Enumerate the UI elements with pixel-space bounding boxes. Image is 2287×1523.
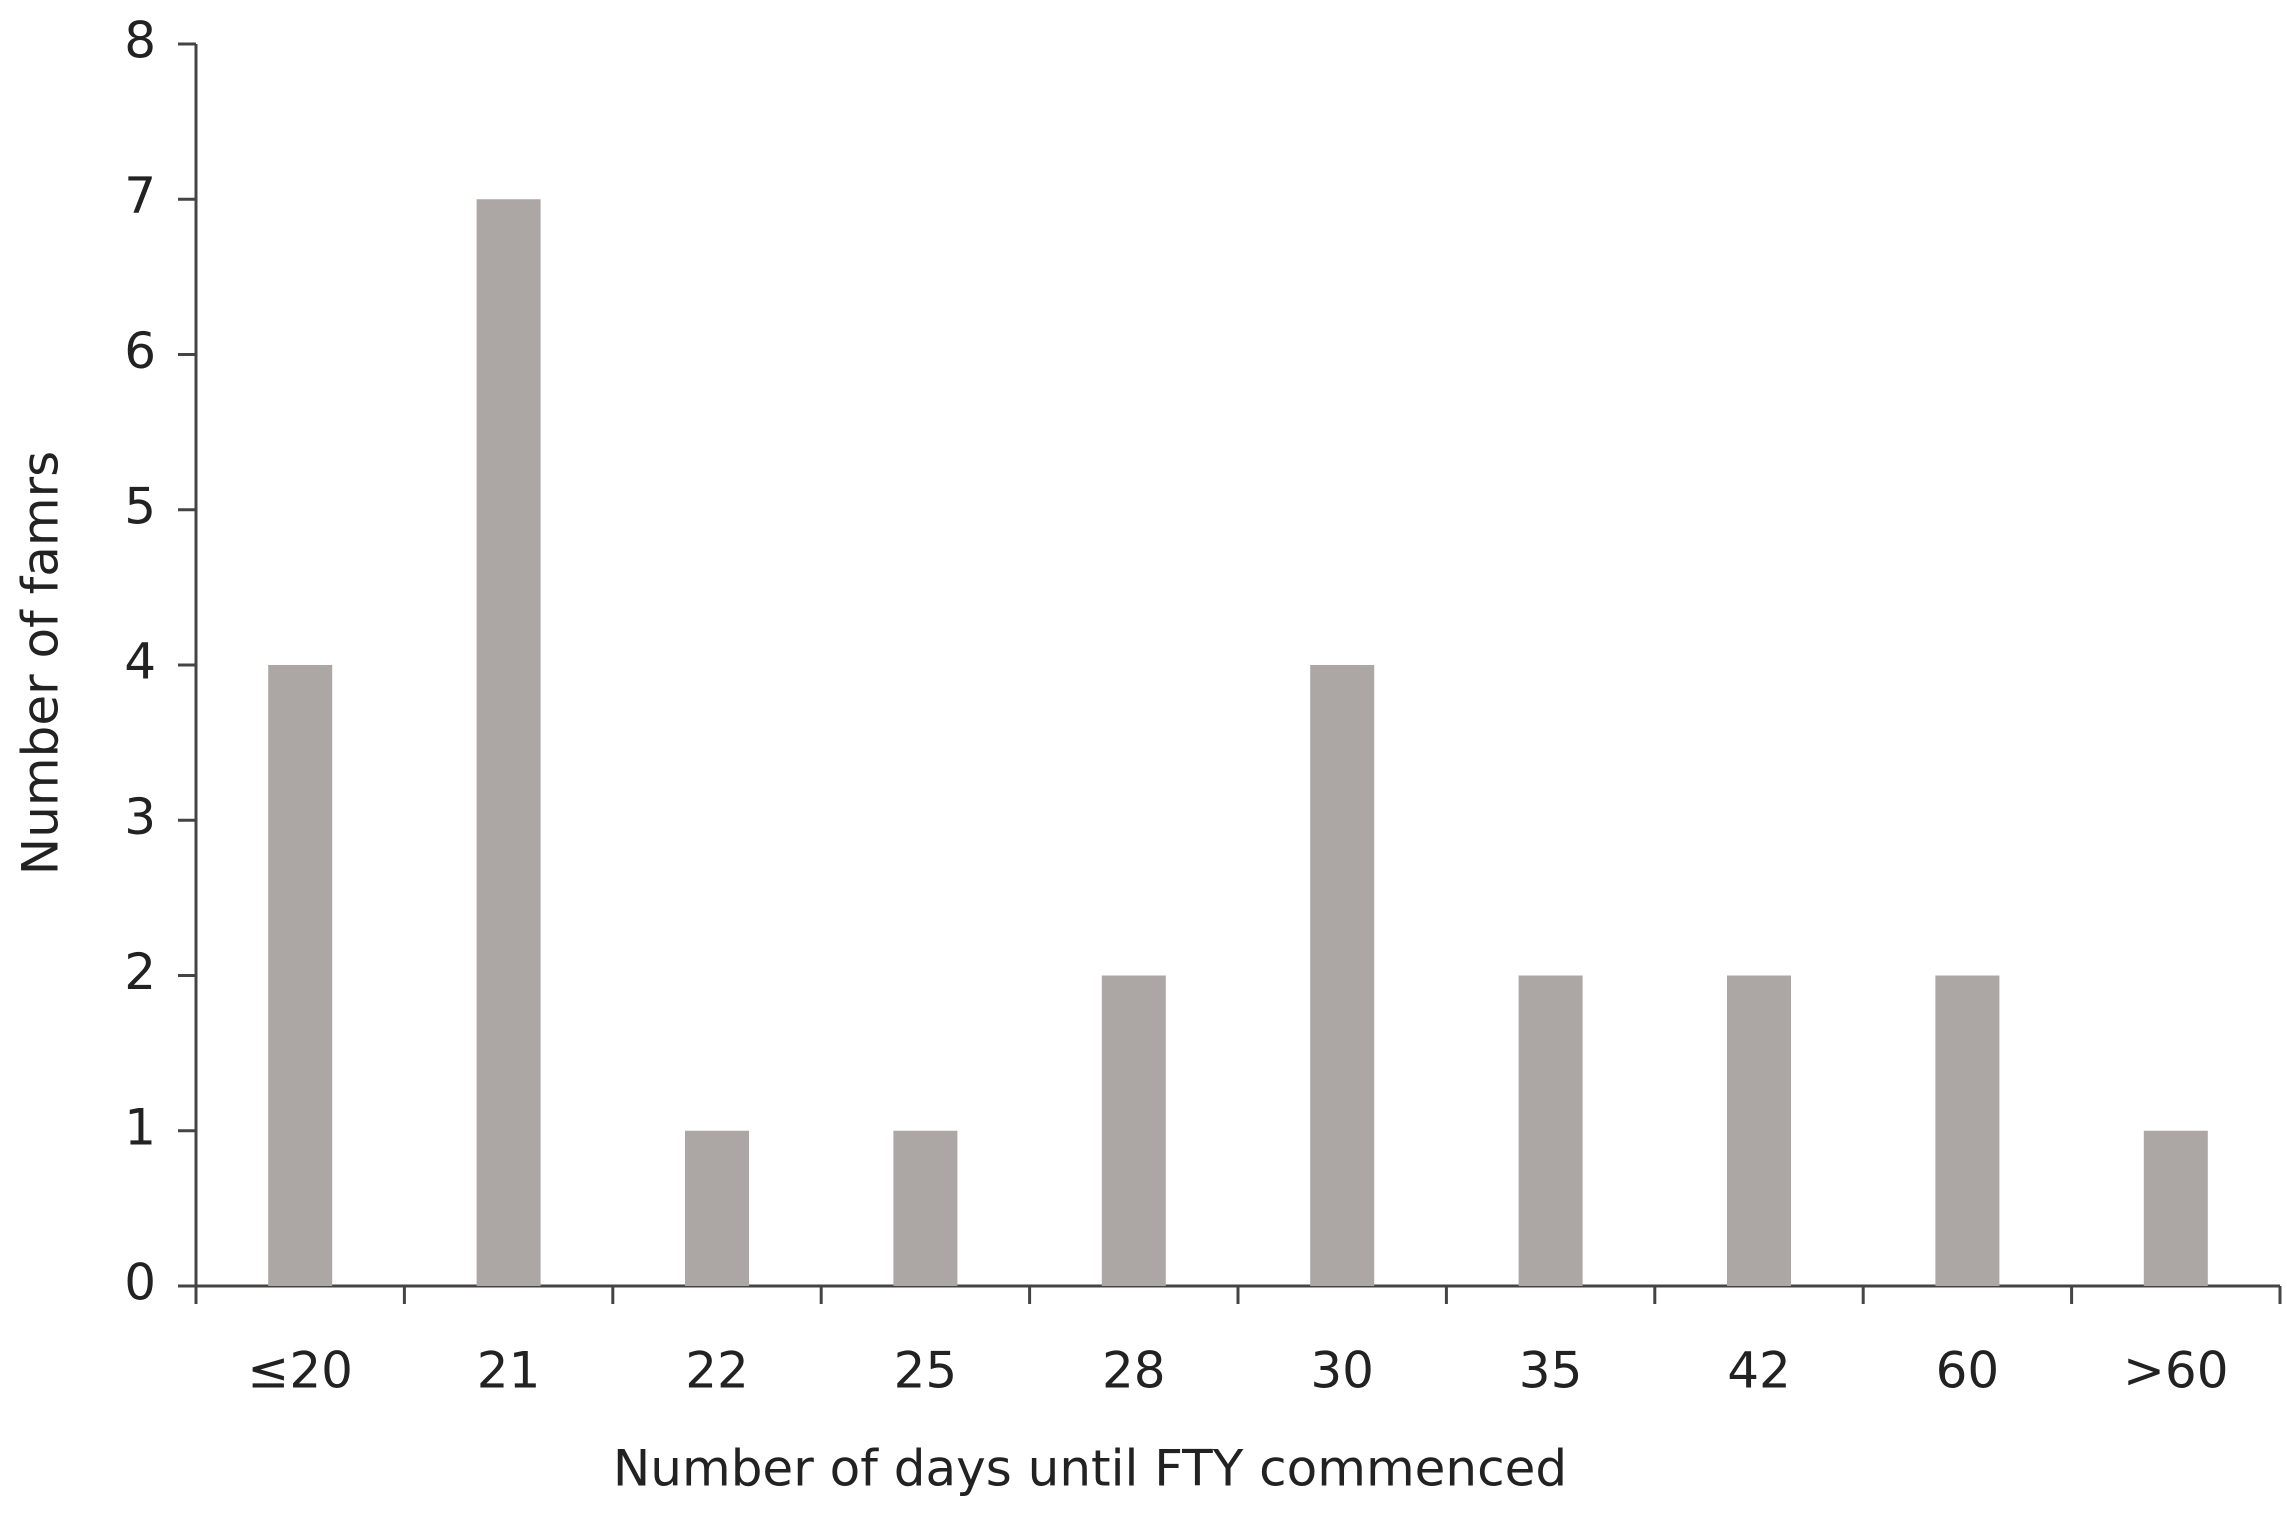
x-tick-label: 25 <box>894 1342 958 1400</box>
y-tick-label: 4 <box>124 633 156 691</box>
bar <box>1935 975 2000 1286</box>
x-tick-label: 30 <box>1310 1342 1374 1400</box>
x-tick-label: ≤20 <box>247 1342 353 1400</box>
y-axis-title: Number of famrs <box>12 451 70 875</box>
y-tick-label: 3 <box>124 788 156 846</box>
bar <box>1101 975 1166 1286</box>
bar <box>476 199 541 1286</box>
y-tick-label: 6 <box>124 322 156 380</box>
x-axis-title: Number of days until FTY commenced <box>613 1440 1567 1498</box>
x-tick-label: 60 <box>1936 1342 2000 1400</box>
x-tick-label: 42 <box>1727 1342 1791 1400</box>
bar <box>1310 665 1375 1286</box>
bar <box>2143 1130 2208 1286</box>
y-tick-label: 5 <box>124 477 156 535</box>
bar <box>685 1130 749 1286</box>
y-tick-label: 8 <box>124 12 156 70</box>
y-tick-label: 2 <box>124 943 156 1001</box>
x-tick-label: 35 <box>1519 1342 1583 1400</box>
bar <box>1727 975 1791 1286</box>
y-tick-label: 1 <box>124 1098 156 1156</box>
x-tick-label: 21 <box>477 1342 541 1400</box>
x-tick-label: 28 <box>1102 1342 1166 1400</box>
bar <box>268 665 333 1286</box>
y-tick-label: 7 <box>124 167 156 225</box>
x-tick-label: >60 <box>2123 1342 2229 1400</box>
bar <box>1518 975 1583 1286</box>
x-tick-label: 22 <box>685 1342 749 1400</box>
y-tick-label: 0 <box>124 1254 156 1312</box>
bar <box>893 1130 958 1286</box>
